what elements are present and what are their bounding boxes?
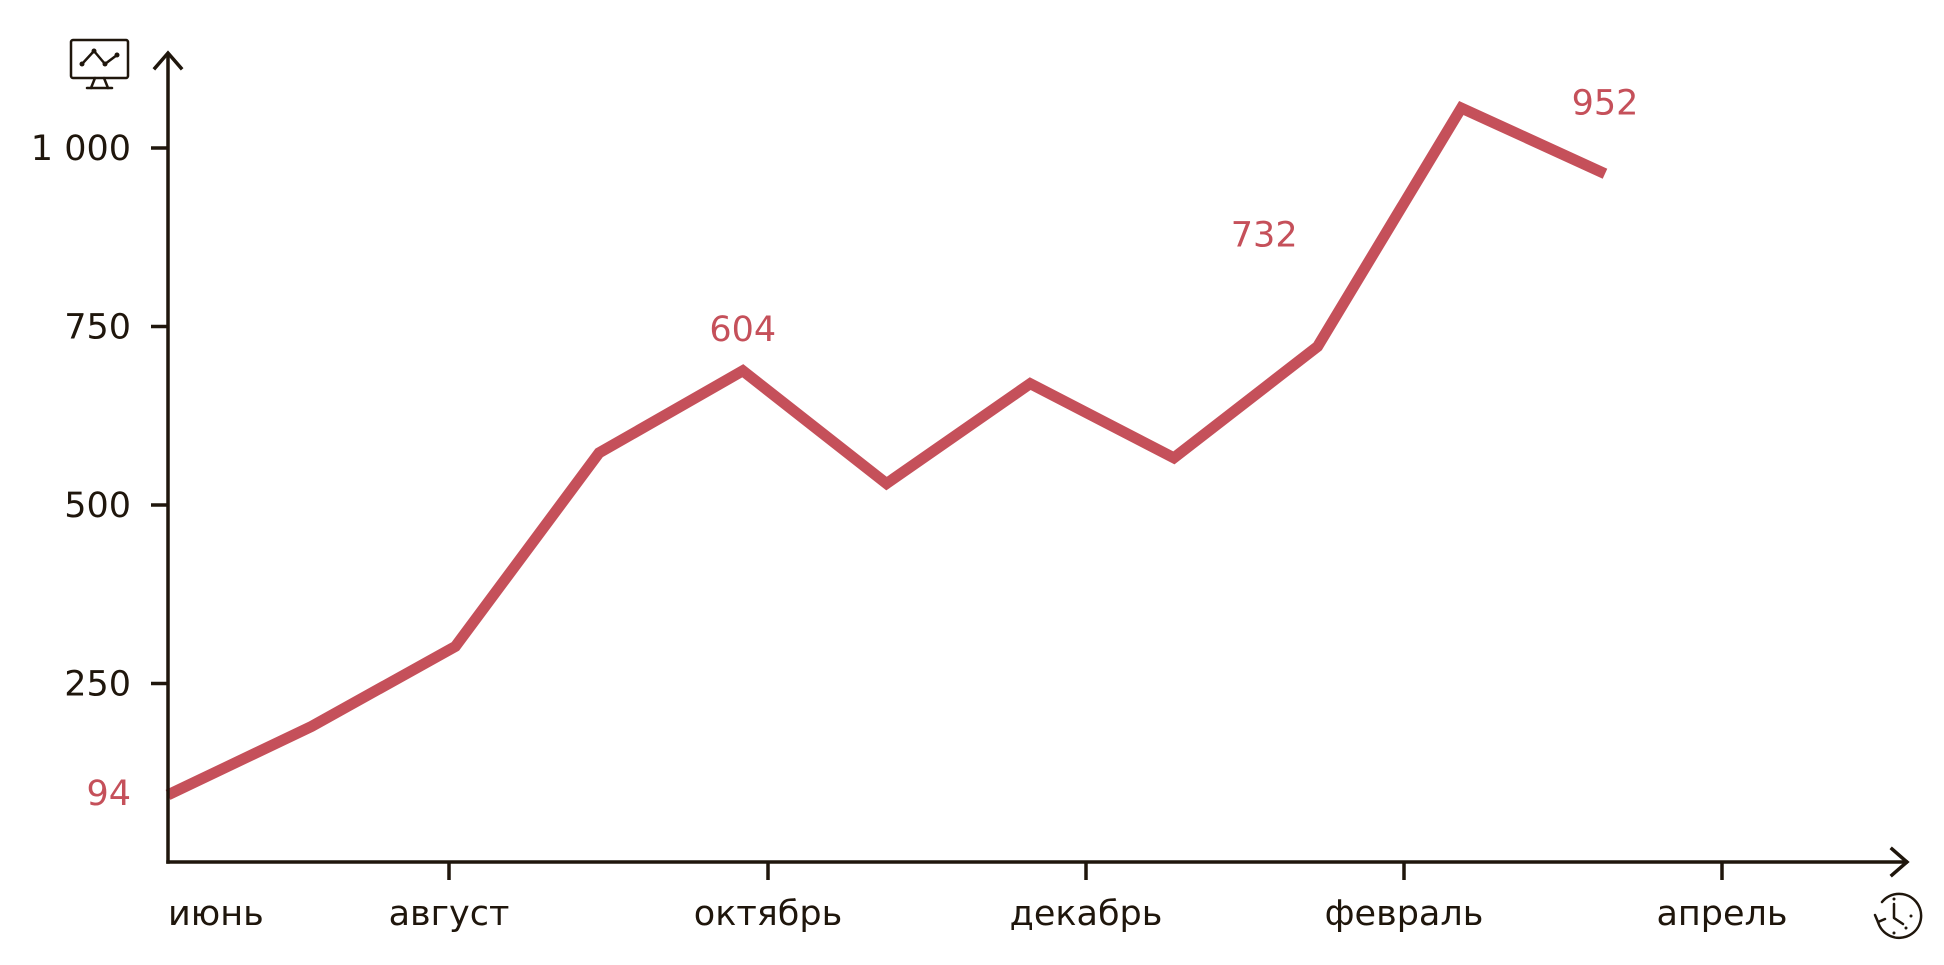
series-line bbox=[165, 100, 1608, 800]
series-layer bbox=[165, 100, 1608, 800]
y-tick-label: 250 bbox=[64, 665, 131, 705]
x-tick-label: декабрь bbox=[1010, 894, 1163, 934]
x-tick-label: июнь bbox=[168, 894, 264, 934]
monitor-chart-icon bbox=[69, 38, 130, 90]
data-label: 94 bbox=[86, 774, 131, 814]
data-label: 732 bbox=[1231, 215, 1298, 255]
clock-history-icon bbox=[1873, 892, 1923, 940]
x-tick-label: февраль bbox=[1325, 894, 1484, 934]
y-axis-ticks: 250 500 750 1 000 bbox=[31, 129, 168, 705]
x-tick-label: август bbox=[389, 894, 510, 934]
y-tick-label: 500 bbox=[64, 486, 131, 526]
y-tick-label: 1 000 bbox=[31, 129, 131, 169]
data-label: 952 bbox=[1572, 84, 1639, 124]
x-tick-label: октябрь bbox=[694, 894, 842, 934]
data-labels: 94 604 732 952 bbox=[86, 84, 1638, 814]
data-label: 604 bbox=[709, 310, 776, 350]
y-tick-label: 750 bbox=[64, 308, 131, 348]
y-axis-arrow bbox=[152, 50, 184, 71]
x-tick-label: апрель bbox=[1656, 894, 1787, 934]
x-axis-arrow bbox=[1889, 846, 1910, 878]
x-axis-ticks: июнь август октябрь декабрь февраль апрель bbox=[168, 862, 1788, 934]
